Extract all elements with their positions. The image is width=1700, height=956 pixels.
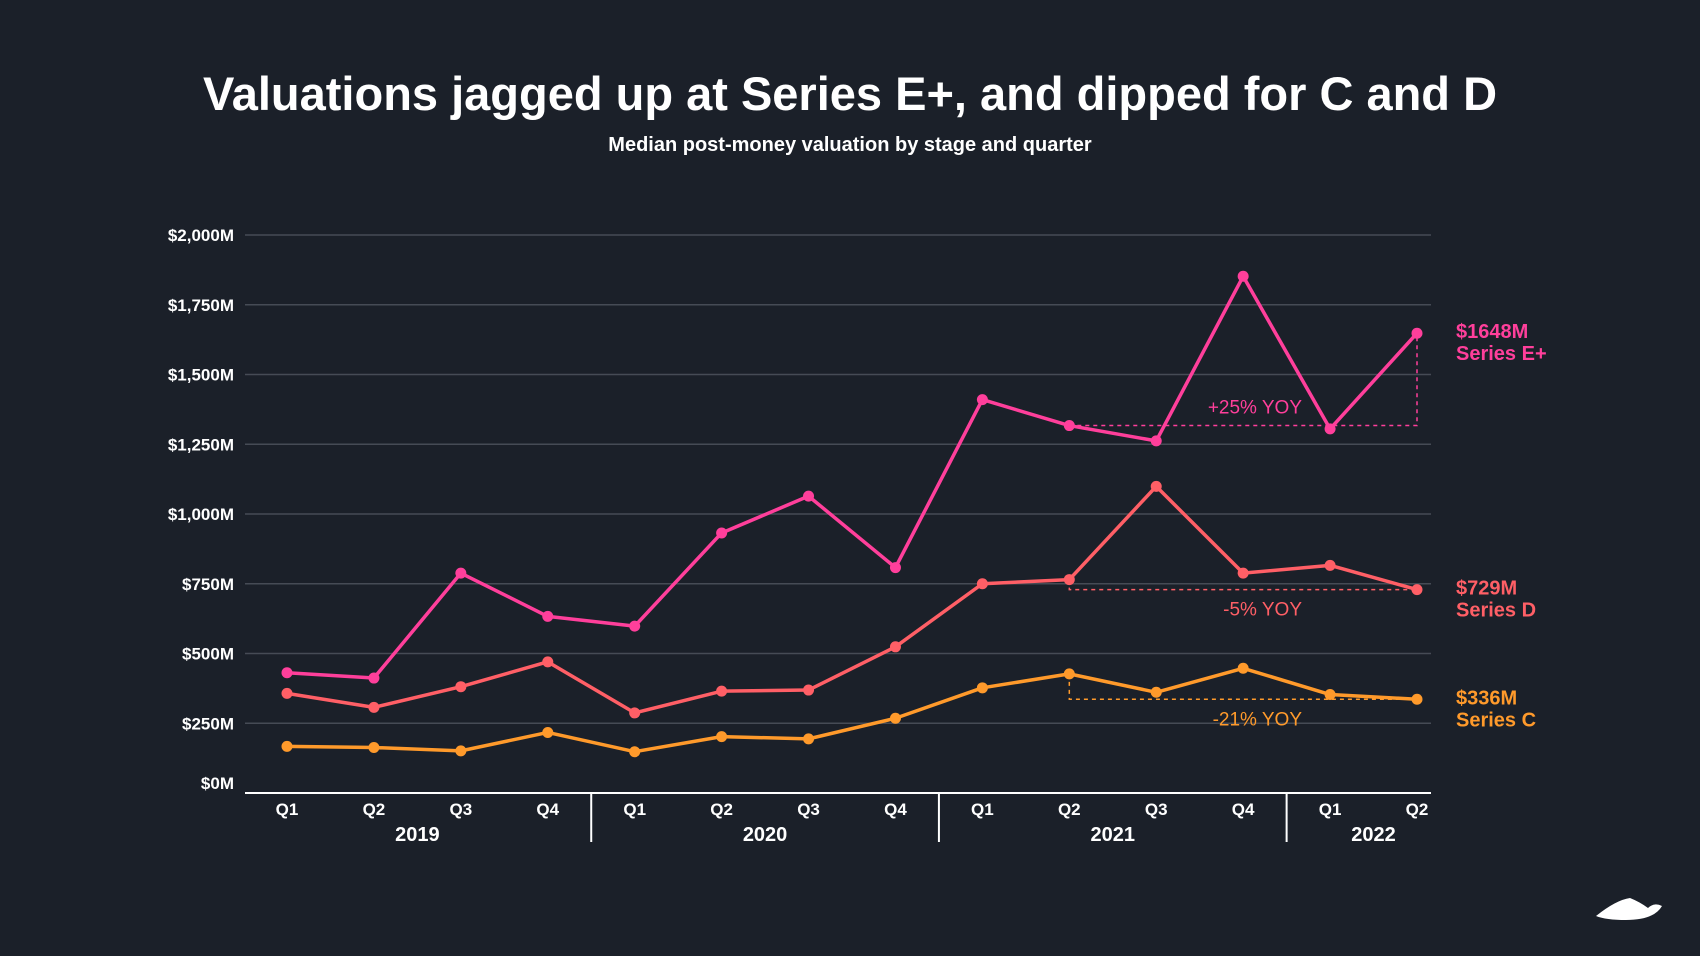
chart-subtitle: Median post-money valuation by stage and… bbox=[608, 134, 1092, 156]
data-point bbox=[1237, 270, 1249, 282]
data-point bbox=[889, 712, 901, 724]
data-point bbox=[1150, 686, 1162, 698]
data-point bbox=[803, 684, 815, 696]
y-tick-label: $0M bbox=[201, 774, 234, 793]
x-tick-label: Q1 bbox=[1319, 800, 1342, 819]
data-point bbox=[368, 672, 380, 684]
x-tick-label: Q1 bbox=[971, 800, 994, 819]
data-point bbox=[1324, 559, 1336, 571]
yoy-guide bbox=[1068, 673, 1417, 701]
yoy-annotations: +25% YOY -5% YOY -21% YOY bbox=[1068, 333, 1418, 730]
data-point bbox=[1411, 693, 1423, 705]
data-point bbox=[629, 620, 641, 632]
end-value-label: $729M bbox=[1456, 578, 1517, 600]
data-point bbox=[542, 726, 554, 738]
y-tick-label: $1,750M bbox=[168, 296, 234, 315]
y-tick-label: $1,250M bbox=[168, 435, 234, 454]
data-point bbox=[455, 681, 467, 693]
y-tick-label: $750M bbox=[182, 575, 234, 594]
data-point bbox=[1411, 327, 1423, 339]
data-point bbox=[1411, 584, 1423, 596]
data-point bbox=[1150, 435, 1162, 447]
x-tick-label: Q2 bbox=[710, 800, 733, 819]
mountain-logo bbox=[1596, 898, 1662, 920]
x-tick-label: Q2 bbox=[363, 800, 386, 819]
series-lines bbox=[281, 270, 1423, 758]
data-point bbox=[1063, 574, 1075, 586]
data-point bbox=[716, 527, 728, 539]
x-axis: Q1 Q2 Q3 Q4 Q1 Q2 Q3 Q4 Q1 Q2 Q3 Q4 Q1 Q2 2019 2020 2021… bbox=[245, 792, 1431, 846]
series-name-label: Series C bbox=[1456, 709, 1536, 731]
data-point bbox=[803, 733, 815, 745]
gridlines bbox=[245, 234, 1431, 724]
year-label: 2022 bbox=[1351, 824, 1396, 846]
data-point bbox=[1324, 423, 1336, 435]
year-label: 2019 bbox=[395, 824, 440, 846]
yoy-guide bbox=[1068, 579, 1417, 591]
data-point bbox=[281, 740, 293, 752]
data-point bbox=[455, 745, 467, 757]
year-label: 2021 bbox=[1091, 824, 1136, 846]
data-point bbox=[542, 656, 554, 668]
data-point bbox=[716, 685, 728, 697]
y-tick-label: $250M bbox=[182, 714, 234, 733]
x-tick-label: Q3 bbox=[1145, 800, 1168, 819]
x-tick-label: Q1 bbox=[623, 800, 646, 819]
data-point bbox=[1063, 668, 1075, 680]
y-tick-label: $1,000M bbox=[168, 505, 234, 524]
end-value-label: $1648M bbox=[1456, 321, 1528, 343]
x-tick-label: Q1 bbox=[276, 800, 299, 819]
y-axis-ticks: $0M $250M $500M $750M $1,000M $1,250M $1,500M $… bbox=[168, 226, 234, 793]
data-point bbox=[542, 610, 554, 622]
yoy-guide bbox=[1069, 333, 1418, 427]
end-value-label: $336M bbox=[1456, 687, 1517, 709]
series-line bbox=[286, 274, 1419, 680]
data-point bbox=[889, 562, 901, 574]
data-point bbox=[803, 490, 815, 502]
data-point bbox=[629, 746, 641, 758]
x-tick-label: Q2 bbox=[1406, 800, 1429, 819]
y-tick-label: $2,000M bbox=[168, 226, 234, 245]
data-point bbox=[1324, 689, 1336, 701]
y-tick-label: $1,500M bbox=[168, 366, 234, 385]
data-point bbox=[889, 641, 901, 653]
data-point bbox=[281, 667, 293, 679]
series-name-label: Series E+ bbox=[1456, 343, 1547, 365]
x-tick-label: Q3 bbox=[450, 800, 473, 819]
data-point bbox=[629, 707, 641, 719]
yoy-label: +25% YOY bbox=[1208, 398, 1303, 419]
data-point bbox=[368, 701, 380, 713]
data-point bbox=[281, 687, 293, 699]
data-point bbox=[976, 682, 988, 694]
series-name-label: Series D bbox=[1456, 600, 1536, 622]
data-point bbox=[368, 742, 380, 754]
x-tick-label: Q4 bbox=[536, 800, 559, 819]
x-tick-label: Q2 bbox=[1058, 800, 1081, 819]
data-point bbox=[716, 731, 728, 743]
data-point bbox=[1237, 662, 1249, 674]
x-tick-label: Q4 bbox=[884, 800, 907, 819]
data-point bbox=[976, 394, 988, 406]
x-tick-label: Q3 bbox=[797, 800, 820, 819]
year-label: 2020 bbox=[743, 824, 788, 846]
data-point bbox=[455, 567, 467, 579]
yoy-label: -21% YOY bbox=[1213, 709, 1303, 730]
data-point bbox=[976, 578, 988, 590]
data-point bbox=[1150, 480, 1162, 492]
series-line bbox=[286, 484, 1418, 715]
data-point bbox=[1063, 420, 1075, 432]
x-tick-label: Q4 bbox=[1232, 800, 1255, 819]
y-tick-label: $500M bbox=[182, 645, 234, 664]
series-line bbox=[286, 666, 1418, 754]
yoy-label: -5% YOY bbox=[1223, 600, 1302, 621]
chart-title: Valuations jagged up at Series E+, and d… bbox=[203, 67, 1497, 120]
data-point bbox=[1237, 567, 1249, 579]
